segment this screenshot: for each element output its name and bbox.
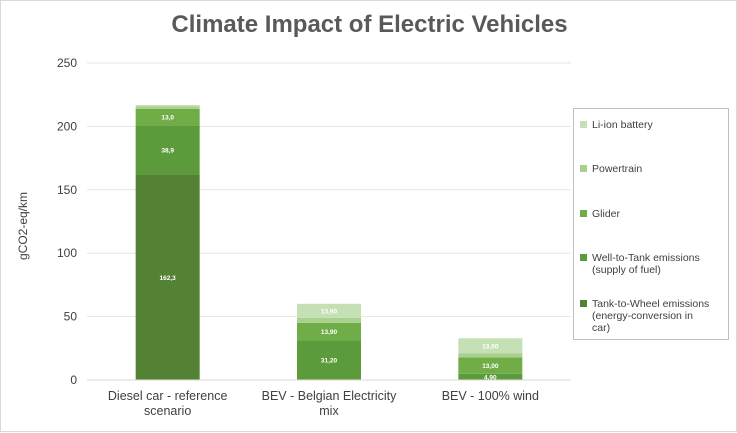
data-label: 31,20	[321, 358, 338, 365]
data-label: 162,3	[160, 275, 177, 282]
y-tick-label: 200	[57, 119, 77, 133]
y-tick-label: 100	[57, 246, 77, 260]
bar-segment	[458, 357, 523, 374]
y-tick-label: 250	[57, 56, 77, 70]
x-tick-label: BEV - 100% wind	[442, 389, 539, 403]
legend-label: Tank-to-Wheel emissions (energy-conversio…	[592, 298, 710, 334]
bar-segment	[458, 338, 523, 354]
y-tick-label: 50	[64, 310, 78, 324]
data-label: 13,0	[161, 115, 174, 122]
bar-segment	[135, 125, 200, 175]
legend-label: Li-ion battery	[592, 119, 653, 131]
data-label: 38,9	[161, 147, 174, 154]
bar-segment	[135, 106, 200, 109]
bar-segment	[297, 303, 361, 318]
bar-segment	[135, 174, 200, 380]
bar-segment	[297, 322, 361, 341]
bar-segment	[135, 108, 200, 126]
bar-segment	[458, 353, 523, 358]
data-label: 13,00	[482, 363, 499, 370]
bar-segment	[297, 317, 361, 323]
y-tick-label: 0	[70, 373, 77, 387]
x-tick-label: mix	[319, 404, 339, 418]
data-label: 13,00	[482, 343, 499, 350]
data-label: 4,90	[484, 374, 497, 381]
data-label: 13,90	[321, 308, 338, 315]
x-tick-label: Diesel car - reference	[108, 389, 228, 403]
bar-segment	[297, 340, 361, 380]
data-label: 13,90	[321, 329, 338, 336]
bar-segment	[458, 373, 523, 380]
chart-legend: Li-ion battery Powertrain Glider Well-to-Ta…	[573, 108, 729, 340]
x-tick-label: scenario	[144, 404, 191, 418]
legend-swatch	[580, 165, 587, 172]
legend-swatch	[580, 210, 587, 217]
legend-swatch	[580, 254, 587, 261]
legend-label: Glider	[592, 208, 621, 220]
chart-title: Climate Impact of Electric Vehicles	[171, 11, 568, 38]
x-tick-label: BEV - Belgian Electricity	[262, 389, 398, 403]
legend-label: Powertrain	[592, 163, 643, 175]
legend-swatch	[580, 121, 587, 128]
legend-swatch	[580, 300, 587, 307]
y-tick-label: 150	[57, 183, 77, 197]
legend-label: Well-to-Tank emissions (supply of fuel)	[592, 252, 700, 276]
bar-segment	[135, 104, 200, 107]
